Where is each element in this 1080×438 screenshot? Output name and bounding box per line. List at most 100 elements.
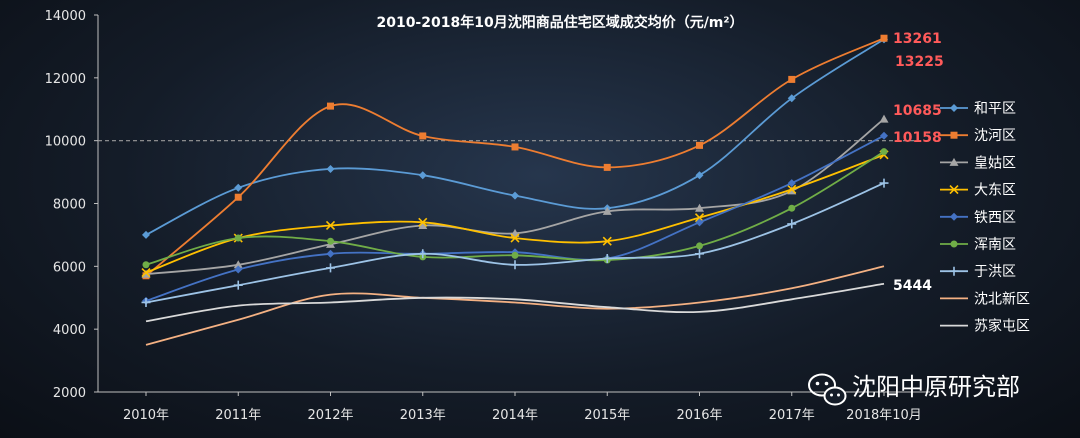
y-tick-label: 12000	[45, 72, 86, 87]
data-point	[787, 219, 797, 229]
data-point	[695, 218, 704, 227]
data-point	[142, 230, 150, 239]
series-1	[142, 35, 888, 239]
legend-label: 皇姑区	[974, 155, 1016, 171]
data-point	[327, 237, 334, 245]
x-tick-label: 2017年	[769, 408, 815, 423]
y-tick-label: 14000	[45, 9, 86, 24]
axes: 2000 4000 6000 8000 10000 12000 14000 2010年 2011…	[45, 9, 930, 423]
data-point	[234, 234, 242, 242]
legend-label: 浑南区	[974, 237, 1016, 253]
legend-item: 浑南区	[940, 237, 1016, 253]
data-point	[879, 114, 889, 123]
data-point	[880, 34, 888, 42]
legend-item: 和平区	[940, 101, 1016, 117]
series-group	[141, 34, 889, 346]
value-callout: 10158	[893, 130, 942, 146]
legend-item: 沈北新区	[940, 291, 1030, 307]
y-tick-label: 10000	[45, 135, 86, 150]
x-tick-label: 2015年	[584, 408, 630, 423]
data-point	[418, 220, 428, 229]
x-tick-label: 2016年	[676, 408, 722, 423]
data-point	[787, 94, 796, 103]
series-8	[145, 265, 885, 346]
data-point	[141, 268, 151, 278]
data-point	[234, 193, 242, 201]
data-point	[326, 249, 335, 258]
data-point	[325, 220, 336, 231]
data-point	[234, 265, 243, 274]
data-point	[950, 131, 958, 139]
legend-label: 于洪区	[974, 264, 1016, 280]
data-point	[511, 143, 519, 151]
series-5	[142, 131, 888, 305]
legend-item: 于洪区	[940, 264, 1016, 280]
legend-item: 沈河区	[940, 128, 1016, 144]
data-point	[510, 260, 520, 270]
watermark-text: 沈阳中原研究部	[852, 373, 1020, 401]
x-tick-label: 2014年	[492, 408, 538, 423]
data-point	[326, 164, 335, 173]
data-point	[696, 141, 703, 149]
data-point	[788, 204, 796, 212]
y-tick-label: 4000	[53, 323, 86, 338]
data-point	[695, 249, 704, 259]
series-line	[145, 182, 885, 304]
data-point	[326, 263, 335, 273]
data-point	[602, 206, 612, 215]
data-point	[879, 178, 889, 188]
data-point	[602, 236, 612, 246]
wechat-icon	[808, 373, 847, 406]
data-point	[695, 203, 704, 212]
series-4	[141, 150, 889, 278]
legend-item: 皇姑区	[940, 155, 1016, 171]
data-point	[787, 184, 797, 194]
data-point	[696, 242, 703, 250]
data-point	[418, 171, 427, 180]
x-tick-label: 2011年	[215, 408, 261, 423]
legend-label: 铁西区	[974, 210, 1016, 226]
y-tick-label: 2000	[53, 386, 86, 401]
callouts-group: 13261 13225 10685 10158 5444	[893, 31, 944, 294]
series-7	[141, 178, 889, 307]
value-callout: 10685	[893, 103, 942, 119]
series-line	[145, 37, 885, 277]
legend-label: 大东区	[974, 183, 1016, 199]
legend-item: 铁西区	[940, 210, 1016, 226]
data-point	[603, 163, 611, 171]
data-point	[418, 249, 428, 259]
data-point	[788, 75, 796, 83]
data-point	[233, 260, 243, 269]
series-line	[145, 282, 885, 323]
legend-item: 苏家屯区	[940, 318, 1030, 335]
data-point	[949, 185, 959, 195]
data-point	[695, 171, 704, 180]
legend-item: 大东区	[940, 183, 1016, 199]
series-9	[145, 282, 885, 323]
data-point	[234, 183, 243, 192]
legend-label: 沈北新区	[974, 291, 1030, 307]
series-line	[145, 265, 885, 346]
data-point	[950, 104, 958, 112]
data-point	[327, 102, 334, 110]
data-point	[602, 253, 612, 263]
series-line	[145, 38, 885, 236]
data-point	[950, 240, 958, 248]
y-tick-label: 6000	[53, 260, 86, 275]
data-point	[949, 157, 959, 166]
data-point	[787, 179, 796, 188]
legend-label: 和平区	[974, 101, 1016, 117]
data-point	[949, 266, 959, 276]
watermark: 沈阳中原研究部	[808, 373, 1020, 406]
data-point	[142, 261, 150, 269]
x-tick-label: 2013年	[400, 408, 446, 423]
value-callout: 5444	[893, 278, 932, 294]
data-point	[510, 233, 520, 243]
data-point	[950, 212, 958, 221]
data-point	[880, 131, 888, 140]
legend-label: 沈河区	[974, 128, 1016, 144]
series-line	[145, 150, 885, 266]
series-line	[145, 134, 885, 302]
